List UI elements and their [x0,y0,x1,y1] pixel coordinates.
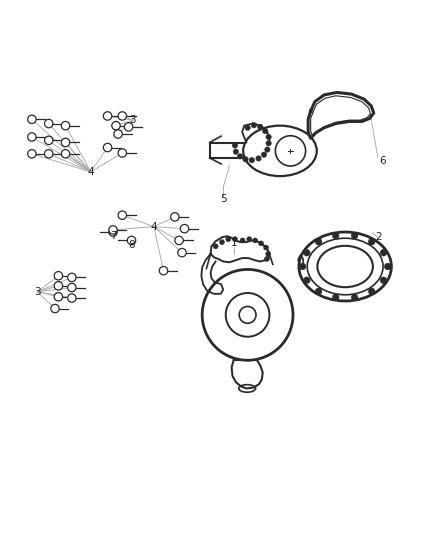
Circle shape [299,263,306,270]
Circle shape [233,149,239,155]
Circle shape [266,252,271,256]
Circle shape [118,149,127,157]
Circle shape [54,271,63,280]
Circle shape [258,241,264,246]
Circle shape [253,238,258,243]
Text: 3: 3 [130,115,136,125]
Circle shape [180,224,189,233]
Text: 6: 6 [380,156,386,166]
Circle shape [219,240,224,245]
Circle shape [175,236,183,245]
Circle shape [67,273,76,281]
Circle shape [237,154,243,159]
Circle shape [251,123,257,128]
Circle shape [245,125,251,131]
Circle shape [240,238,245,243]
Circle shape [103,112,112,120]
Circle shape [256,156,261,161]
Circle shape [264,245,268,250]
Circle shape [61,138,70,147]
Circle shape [45,119,53,128]
Text: 4: 4 [151,222,157,231]
Circle shape [351,294,358,301]
Circle shape [61,122,70,130]
Circle shape [124,123,133,131]
Circle shape [243,157,248,162]
Circle shape [266,134,272,140]
Circle shape [178,248,186,257]
Circle shape [351,232,358,239]
Circle shape [315,288,322,295]
Text: 4: 4 [88,167,94,177]
Circle shape [315,238,322,245]
Text: 3: 3 [34,287,41,297]
Circle shape [103,143,112,152]
Circle shape [258,124,263,130]
Circle shape [114,130,122,138]
Circle shape [265,147,270,152]
Circle shape [304,249,310,256]
Circle shape [28,115,36,124]
Circle shape [384,263,391,270]
Circle shape [332,232,339,239]
Text: 8: 8 [128,240,135,249]
Circle shape [247,237,252,241]
Circle shape [109,225,117,234]
Circle shape [67,294,76,302]
Circle shape [304,277,310,284]
Circle shape [262,128,268,134]
Circle shape [67,284,76,292]
Circle shape [368,288,375,295]
Circle shape [159,266,168,275]
Text: 5: 5 [220,194,226,204]
Circle shape [54,281,63,290]
Circle shape [232,143,238,148]
Circle shape [118,112,127,120]
Circle shape [368,238,375,245]
Circle shape [109,228,117,236]
Circle shape [380,277,387,284]
Circle shape [112,122,120,130]
Circle shape [261,152,267,157]
Circle shape [332,294,339,301]
Circle shape [127,236,136,245]
Circle shape [28,150,36,158]
Circle shape [171,213,179,221]
Text: 7: 7 [110,231,117,241]
Circle shape [45,136,53,144]
Circle shape [226,237,231,241]
Circle shape [45,150,53,158]
Circle shape [380,249,387,256]
Circle shape [266,141,272,146]
Circle shape [265,256,269,262]
Circle shape [51,304,59,313]
Text: 1: 1 [230,238,237,248]
Circle shape [28,133,36,141]
Text: 2: 2 [375,232,382,242]
Circle shape [233,237,237,241]
Circle shape [118,211,127,220]
Circle shape [213,244,218,249]
Circle shape [54,293,63,301]
Circle shape [61,150,70,158]
Circle shape [249,157,254,163]
